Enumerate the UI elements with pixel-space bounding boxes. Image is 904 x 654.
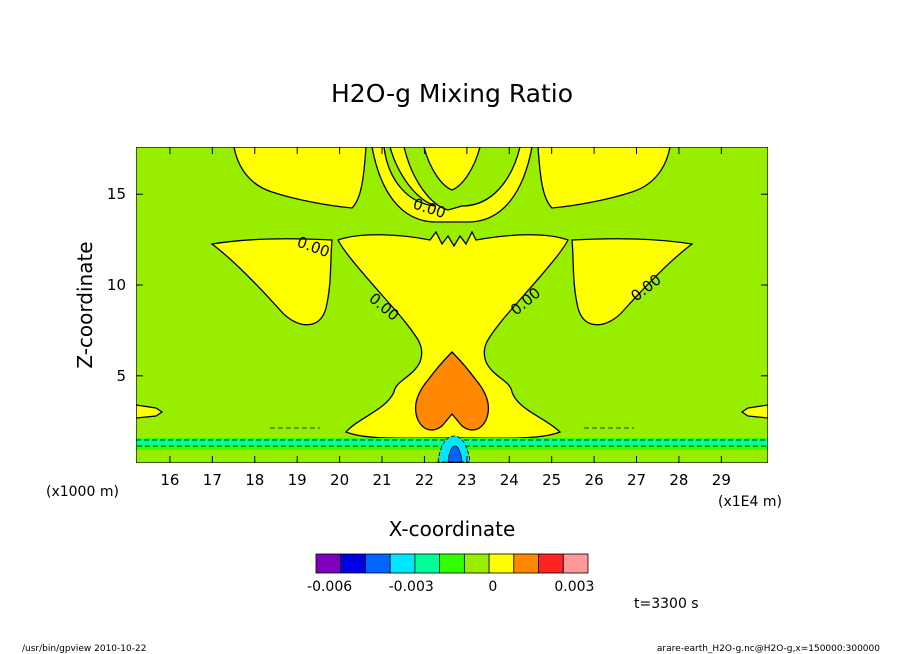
colorbar-swatch <box>562 553 589 574</box>
colorbar-labels: -0.006 -0.003 0 0.003 <box>307 579 594 595</box>
colorbar-swatch <box>340 553 366 574</box>
left-wing <box>210 238 333 326</box>
y-tick-label: 15 <box>107 185 126 203</box>
colorbar-tick-label: 0.003 <box>554 579 594 595</box>
x-axis-label: X-coordinate <box>389 517 516 541</box>
x-tick-label: 20 <box>330 471 349 489</box>
y-axis-label: Z-coordinate <box>73 241 97 368</box>
colorbar-swatch <box>488 553 515 574</box>
colorbar <box>315 553 589 574</box>
colorbar-swatch <box>463 553 490 574</box>
core-region <box>414 351 490 431</box>
time-label: t=3300 s <box>634 596 699 612</box>
y-axis-ticks: 5 10 15 <box>107 185 768 385</box>
x-tick-label: 22 <box>415 471 434 489</box>
y-tick-label: 10 <box>107 276 126 294</box>
x-tick-label: 17 <box>203 471 222 489</box>
colorbar-swatch <box>389 553 416 574</box>
right-wing <box>571 238 694 326</box>
colorbar-swatch <box>439 553 465 574</box>
colorbar-swatch <box>414 553 441 574</box>
colorbar-swatch <box>365 553 391 574</box>
x-tick-label: 16 <box>160 471 179 489</box>
x-tick-label: 27 <box>627 471 646 489</box>
central-body <box>337 230 569 439</box>
upper-center-arcs <box>371 147 533 223</box>
x-tick-label: 21 <box>372 471 391 489</box>
colorbar-tick-label: -0.003 <box>389 579 434 595</box>
x-tick-label: 23 <box>457 471 476 489</box>
positive-regions <box>136 147 768 439</box>
x-tick-label: 28 <box>669 471 688 489</box>
footer-left: /usr/bin/gpview 2010-10-22 <box>22 644 146 654</box>
top-right-lobe <box>537 147 671 209</box>
colorbar-swatch <box>315 553 342 574</box>
center-spine <box>423 147 481 191</box>
x-unit: (x1E4 m) <box>718 494 782 510</box>
x-tick-label: 18 <box>245 471 264 489</box>
plot-area: 0.00 0.00 0.00 0.00 0.00 <box>136 147 768 463</box>
y-unit: (x1000 m) <box>46 484 119 500</box>
colorbar-tick-label: -0.006 <box>307 579 352 595</box>
colorbar-tick-label: 0 <box>488 579 497 595</box>
colorbar-swatch <box>513 553 539 574</box>
top-left-lobe <box>233 147 367 209</box>
x-tick-label: 26 <box>585 471 604 489</box>
x-tick-label: 25 <box>542 471 561 489</box>
right-edge-sliver <box>740 404 768 419</box>
y-tick-label: 5 <box>116 367 126 385</box>
left-edge-sliver <box>136 404 164 419</box>
core-flame <box>414 351 490 431</box>
x-tick-label: 29 <box>712 471 731 489</box>
footer-right: arare-earth_H2O-g.nc@H2O-g,x=150000:3000… <box>657 644 880 654</box>
x-tick-label: 19 <box>288 471 307 489</box>
negative-bands <box>136 427 768 463</box>
center-core <box>447 445 463 463</box>
x-axis-ticks: 16 17 18 19 20 21 22 23 24 25 26 27 28 29 <box>160 147 731 489</box>
x-tick-label: 24 <box>500 471 519 489</box>
chart-title: H2O-g Mixing Ratio <box>331 79 573 108</box>
colorbar-swatch <box>538 553 564 574</box>
